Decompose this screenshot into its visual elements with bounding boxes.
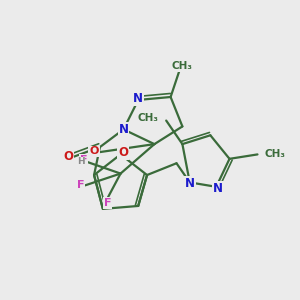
Text: O: O [63, 150, 74, 163]
Text: N: N [133, 92, 143, 105]
Text: F: F [80, 155, 88, 165]
Text: N: N [118, 123, 128, 136]
Text: F: F [103, 198, 111, 208]
Text: CH₃: CH₃ [138, 112, 159, 123]
Text: H: H [77, 157, 85, 166]
Text: O: O [89, 146, 99, 157]
Text: F: F [77, 180, 85, 190]
Text: N: N [185, 177, 195, 190]
Text: O: O [118, 146, 128, 159]
Text: CH₃: CH₃ [265, 149, 286, 159]
Text: N: N [213, 182, 223, 195]
Text: CH₃: CH₃ [172, 61, 193, 71]
